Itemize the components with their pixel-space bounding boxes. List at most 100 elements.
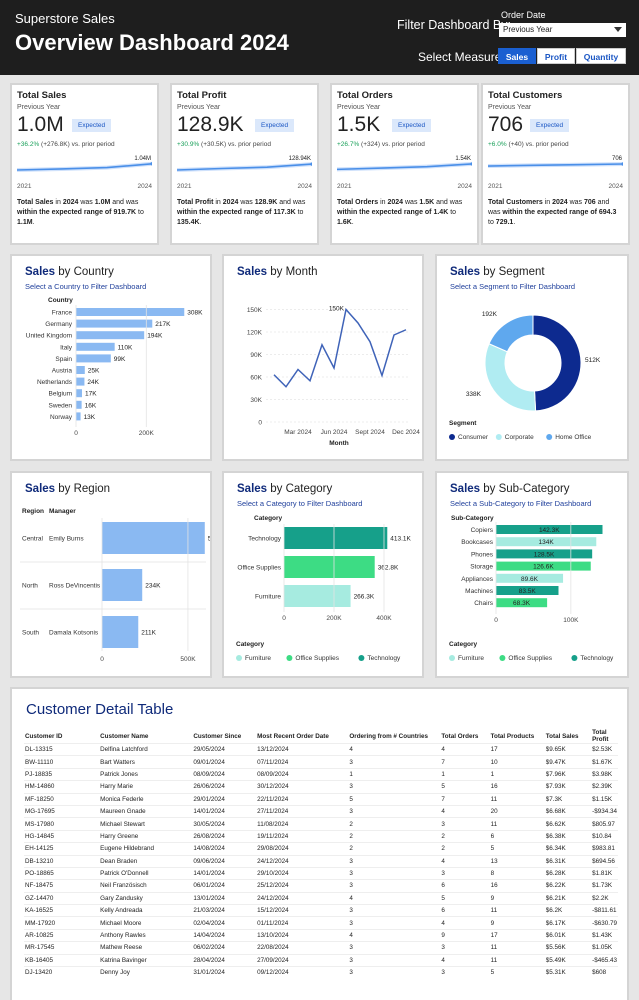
table-row[interactable]: MS-17980 Michael Stewart 30/05/2024 11/08/2… bbox=[24, 817, 618, 831]
kpi-description: Total Profit in 2024 was 128.9K and was … bbox=[177, 199, 306, 226]
table-cell: 5 bbox=[489, 966, 545, 979]
bar-value-label: 413.1K bbox=[390, 536, 411, 543]
bar-value-label: 110K bbox=[118, 344, 133, 351]
table-row[interactable]: PO-18865 Patrick O'Donnell 14/01/2024 29/10… bbox=[24, 866, 618, 880]
table-row[interactable]: MF-18250 Monica Federle 29/01/2024 22/11/20… bbox=[24, 792, 618, 806]
table-row[interactable]: DB-13210 Dean Braden 09/06/2024 24/12/2024 3… bbox=[24, 854, 618, 868]
table-cell: 27/11/2024 bbox=[256, 804, 349, 818]
bar-value-label: 217K bbox=[155, 321, 171, 328]
x-tick-label: 0 bbox=[494, 617, 498, 624]
column-header[interactable]: Total Sales bbox=[545, 732, 579, 740]
legend-item: Furniture bbox=[245, 655, 271, 662]
measure-sales-button[interactable]: Sales bbox=[498, 48, 536, 64]
table-row[interactable]: GZ-14470 Gary Zandusky 13/01/2024 24/12/202… bbox=[24, 891, 618, 905]
table-cell: 3 bbox=[440, 966, 490, 979]
bar bbox=[102, 522, 205, 554]
category-label: Furniture bbox=[255, 594, 281, 601]
bar-value-label: 68.3K bbox=[513, 600, 531, 607]
table-row[interactable]: HM-14860 Harry Marie 26/06/2024 30/12/2024 3… bbox=[24, 780, 618, 794]
category-label: Storage bbox=[470, 564, 493, 571]
table-row[interactable]: BW-11110 Bart Watters 09/01/2024 07/11/2024… bbox=[24, 755, 618, 769]
measure-quantity-button[interactable]: Quantity bbox=[576, 48, 626, 64]
bar-value-label: 266.3K bbox=[354, 594, 375, 601]
category-label: Technology bbox=[248, 536, 282, 543]
table-cell: $10.84 bbox=[591, 829, 618, 843]
table-row[interactable]: EH-14125 Eugene Hildebrand 14/08/2024 29/08… bbox=[24, 842, 618, 856]
table-cell: 10 bbox=[489, 755, 545, 769]
y-tick-label: 0 bbox=[258, 420, 262, 427]
table-cell: 20 bbox=[489, 804, 545, 818]
kpi-change: +26.7% (+324) vs. prior period bbox=[337, 141, 425, 148]
kpi-value: 128.9K bbox=[177, 113, 244, 136]
column-header[interactable]: Total Products bbox=[490, 732, 535, 740]
column-header[interactable]: Customer ID bbox=[25, 732, 63, 740]
bar bbox=[76, 331, 145, 340]
sparkline-end-point bbox=[621, 162, 623, 166]
bar bbox=[496, 573, 564, 583]
region-label: South bbox=[22, 630, 39, 637]
column-header[interactable]: Customer Since bbox=[193, 732, 242, 740]
table-cell: Neil Französisch bbox=[99, 879, 193, 893]
bar bbox=[284, 585, 351, 607]
table-cell: -$934.34 bbox=[591, 804, 618, 818]
month-card-title: Sales by Month bbox=[237, 266, 318, 278]
table-row[interactable]: DL-13315 Delfina Latchford 29/05/2024 13/12… bbox=[24, 742, 618, 756]
legend-item: Office Supplies bbox=[508, 655, 552, 662]
sales-by-region-card: Sales by Region Region Manager Central Emil… bbox=[10, 471, 212, 678]
table-row[interactable]: PJ-18835 Patrick Jones 08/09/2024 08/09/202… bbox=[24, 767, 618, 781]
table-cell: MG-17695 bbox=[24, 804, 100, 818]
table-row[interactable]: KB-16405 Katrina Bavinger 28/04/2024 27/09/… bbox=[24, 953, 618, 967]
y-tick-label: 60K bbox=[250, 375, 262, 382]
table-cell: 7 bbox=[440, 755, 490, 769]
sparkline-end-label: 128.94K bbox=[289, 156, 311, 162]
table-cell: 26/08/2024 bbox=[192, 829, 257, 843]
table-cell: MF-18250 bbox=[24, 792, 100, 806]
x-tick-label: 0 bbox=[100, 656, 104, 663]
x-tick-label: 400K bbox=[376, 615, 392, 622]
table-cell: 5 bbox=[489, 842, 545, 856]
table-cell: $9.47K bbox=[544, 755, 592, 769]
sales-by-month-card: Sales by Month 0 30K 60K 90K 120K 150K 150K Mar… bbox=[222, 254, 424, 461]
bar-value-label: 308K bbox=[187, 310, 203, 317]
order-date-select[interactable]: Previous Year bbox=[499, 23, 626, 37]
sparkline-series bbox=[337, 163, 472, 171]
table-row[interactable]: HG-14845 Harry Greene 26/08/2024 19/11/2024… bbox=[24, 829, 618, 843]
table-row[interactable]: NF-18475 Neil Französisch 06/01/2024 25/12/… bbox=[24, 879, 618, 893]
kpi-x-end: 2024 bbox=[137, 183, 152, 190]
table-row[interactable]: MR-17545 Mathew Reese 06/02/2024 22/08/2024… bbox=[24, 941, 618, 955]
column-header[interactable]: Total Profit bbox=[592, 729, 609, 743]
donut-slice bbox=[488, 314, 534, 353]
table-row[interactable]: KA-16525 Kelly Andreada 21/03/2024 15/12/20… bbox=[24, 904, 618, 917]
table-cell: 16 bbox=[489, 879, 545, 893]
kpi-sparkline: 706 bbox=[488, 156, 623, 169]
table-row[interactable]: AR-10825 Anthony Rawles 14/04/2024 13/10/20… bbox=[24, 928, 618, 942]
table-row[interactable]: DJ-13420 Denny Joy 31/01/2024 09/12/2024 3 3 5… bbox=[24, 966, 618, 979]
column-header[interactable]: Total Orders bbox=[441, 732, 479, 740]
sales-line-series bbox=[273, 307, 407, 388]
bar-value-label: 16K bbox=[85, 402, 97, 409]
table-cell: 09/06/2024 bbox=[192, 854, 257, 868]
region-label: Central bbox=[22, 536, 44, 543]
column-header[interactable]: Most Recent Order Date bbox=[257, 732, 329, 740]
table-cell: 09/01/2024 bbox=[192, 755, 257, 769]
bar bbox=[496, 549, 593, 559]
category-card-title: Sales by Category bbox=[237, 483, 333, 495]
table-row[interactable]: MG-17695 Maureen Gnade 14/01/2024 27/11/202… bbox=[24, 804, 618, 818]
region-column-header: Region bbox=[22, 508, 44, 515]
table-cell: 13/01/2024 bbox=[192, 891, 257, 905]
table-row[interactable]: MM-17920 Michael Moore 02/04/2024 01/11/202… bbox=[24, 916, 618, 930]
column-header[interactable]: Ordering from # Countries bbox=[349, 732, 429, 740]
kpi-period: Previous Year bbox=[177, 104, 221, 111]
table-cell: 29/05/2024 bbox=[192, 742, 257, 756]
measure-profit-button[interactable]: Profit bbox=[537, 48, 575, 64]
table-cell: 30/05/2024 bbox=[192, 817, 257, 831]
column-header[interactable]: Customer Name bbox=[100, 732, 149, 740]
kpi-card-customers: Total Customers Previous Year 706 Expected +… bbox=[481, 83, 630, 245]
table-cell: $7.3K bbox=[544, 792, 592, 806]
x-tick-label: Mar 2024 bbox=[284, 429, 312, 436]
table-cell: 31/01/2024 bbox=[192, 966, 257, 979]
x-tick-label: 200K bbox=[326, 615, 342, 622]
kpi-x-start: 2021 bbox=[488, 183, 503, 190]
table-cell: 3 bbox=[348, 804, 441, 818]
category-label: Austria bbox=[52, 368, 73, 375]
